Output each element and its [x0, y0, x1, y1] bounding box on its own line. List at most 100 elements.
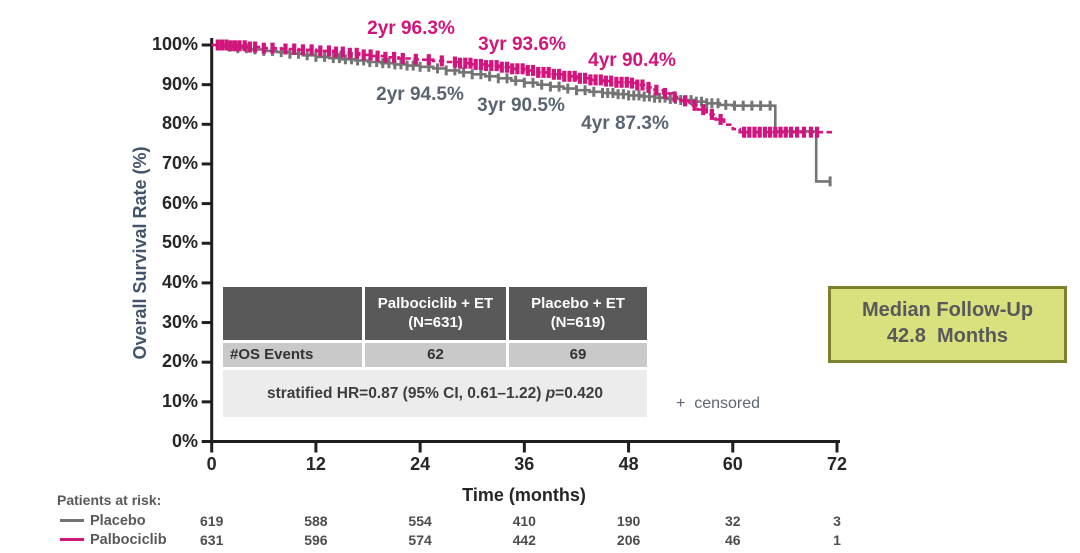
censor-mark-placebo	[350, 54, 353, 65]
footnote-p-symbol: p	[545, 385, 556, 402]
censor-mark-placebo	[566, 83, 570, 94]
censor-mark-palbociclib	[801, 126, 807, 138]
censor-mark-palbociclib	[572, 70, 577, 82]
censor-mark-palbociclib	[752, 126, 757, 138]
censor-mark-placebo	[297, 48, 300, 59]
censor-mark-placebo	[375, 57, 379, 67]
censor-mark-placebo	[637, 90, 641, 101]
x-tick-label: 36	[514, 454, 535, 474]
censor-mark-palbociclib	[562, 70, 567, 82]
censor-mark-placebo	[700, 96, 703, 107]
censor-mark-palbociclib	[635, 79, 640, 91]
censor-mark-palbociclib	[510, 63, 515, 75]
censor-mark-placebo	[705, 98, 709, 109]
os-events-placebo-value: 69	[509, 343, 647, 367]
hazard-ratio-footnote: stratified HR=0.87 (95% CI, 0.61–1.22) p…	[223, 370, 647, 417]
censor-mark-palbociclib	[354, 47, 359, 59]
footnote-prefix: stratified HR=0.87 (95% CI, 0.61–1.22)	[266, 385, 546, 402]
risk-count-placebo: 190	[616, 513, 641, 529]
censor-mark-placebo	[724, 99, 728, 110]
censor-mark-palbociclib	[808, 126, 813, 138]
censor-mark-palbociclib	[228, 40, 233, 52]
risk-count-placebo: 3	[833, 513, 841, 529]
y-tick-label: 10%	[161, 390, 198, 411]
censor-mark-palbociclib	[762, 126, 767, 138]
risk-count-placebo: 554	[408, 513, 432, 529]
censor-mark-palbociclib	[400, 53, 405, 64]
censor-mark-palbociclib	[504, 61, 510, 73]
censor-mark-palbociclib	[473, 58, 478, 70]
censor-mark-placebo	[531, 77, 535, 88]
censor-mark-placebo	[540, 79, 544, 90]
risk-count-palbociclib: 596	[304, 532, 328, 548]
censor-mark-palbociclib	[368, 49, 373, 61]
y-tick-label: 80%	[161, 113, 198, 134]
table-header-palbociclib: Palbociclib + ET (N=631)	[365, 287, 506, 340]
censor-mark-placebo	[368, 57, 372, 67]
median-followup-box: Median Follow-Up 42.8 Months	[828, 286, 1067, 363]
censor-mark-placebo	[411, 60, 415, 71]
risk-count-palbociclib: 574	[408, 532, 432, 548]
censor-mark-placebo	[741, 100, 745, 111]
risk-count-placebo: 32	[725, 513, 741, 529]
censor-mark-placebo	[768, 100, 772, 111]
x-tick-label: 24	[410, 454, 431, 474]
censor-mark-palbociclib	[270, 42, 275, 54]
censor-mark-palbociclib	[326, 45, 331, 57]
censored-note: + censored	[676, 395, 761, 412]
os-events-palbociclib-value: 62	[365, 343, 506, 367]
censor-mark-placebo	[716, 98, 720, 109]
annotation-palbociclib-2yr: 2yr 96.3%	[367, 18, 455, 39]
censor-mark-placebo	[314, 51, 318, 62]
censor-mark-palbociclib	[468, 57, 473, 69]
censor-mark-placebo	[470, 69, 474, 80]
censor-mark-palbociclib	[333, 46, 338, 58]
y-tick-label: 0%	[171, 430, 198, 451]
censor-mark-placebo	[343, 54, 347, 65]
censor-mark-palbociclib	[318, 45, 323, 57]
censor-mark-palbociclib	[757, 126, 762, 138]
censor-mark-palbociclib	[718, 114, 723, 125]
censor-mark-palbociclib	[525, 64, 530, 76]
censor-mark-placebo	[453, 65, 457, 76]
censor-mark-palbociclib	[439, 55, 444, 67]
risk-count-placebo: 588	[304, 513, 328, 529]
censor-mark-palbociclib	[814, 126, 820, 138]
censor-mark-palbociclib	[375, 50, 380, 62]
censor-mark-palbociclib	[383, 51, 388, 63]
censor-mark-palbociclib	[609, 75, 614, 87]
risk-count-placebo: 410	[512, 513, 536, 529]
y-tick-label: 40%	[161, 271, 198, 292]
header-palbociclib-line1: Palbociclib + ET	[377, 294, 494, 312]
censor-mark-palbociclib	[220, 39, 225, 51]
censor-mark-placebo	[393, 59, 397, 70]
censor-mark-palbociclib	[672, 91, 677, 103]
censor-mark-palbociclib	[215, 39, 220, 51]
os-events-table: Palbociclib + ET (N=631) Placebo + ET (N…	[223, 287, 647, 417]
censor-mark-placebo	[279, 47, 283, 58]
censor-mark-palbociclib	[747, 126, 752, 138]
censor-mark-placebo	[653, 92, 657, 103]
risk-count-palbociclib: 442	[512, 532, 536, 548]
censor-mark-palbociclib	[768, 126, 773, 138]
censor-mark-palbociclib	[392, 51, 397, 63]
censor-mark-palbociclib	[709, 108, 714, 120]
censor-mark-placebo	[418, 61, 422, 72]
censor-mark-placebo	[621, 89, 625, 100]
y-tick-label: 30%	[161, 311, 198, 332]
censor-mark-palbociclib	[484, 60, 489, 72]
censor-mark-palbociclib	[261, 42, 266, 54]
censor-mark-placebo	[601, 88, 604, 98]
censor-mark-placebo	[305, 50, 309, 61]
censor-mark-palbociclib	[773, 126, 778, 138]
censor-mark-palbociclib	[489, 60, 494, 72]
x-tick-label: 0	[206, 454, 217, 474]
censor-mark-placebo	[548, 81, 552, 92]
censor-mark-palbociclib	[598, 74, 603, 86]
censor-mark-palbociclib	[224, 39, 229, 51]
censor-mark-placebo	[616, 89, 620, 100]
censor-mark-placebo	[522, 77, 526, 88]
censor-mark-placebo	[405, 60, 409, 71]
risk-count-palbociclib: 631	[200, 532, 224, 548]
censor-mark-placebo	[611, 88, 615, 98]
